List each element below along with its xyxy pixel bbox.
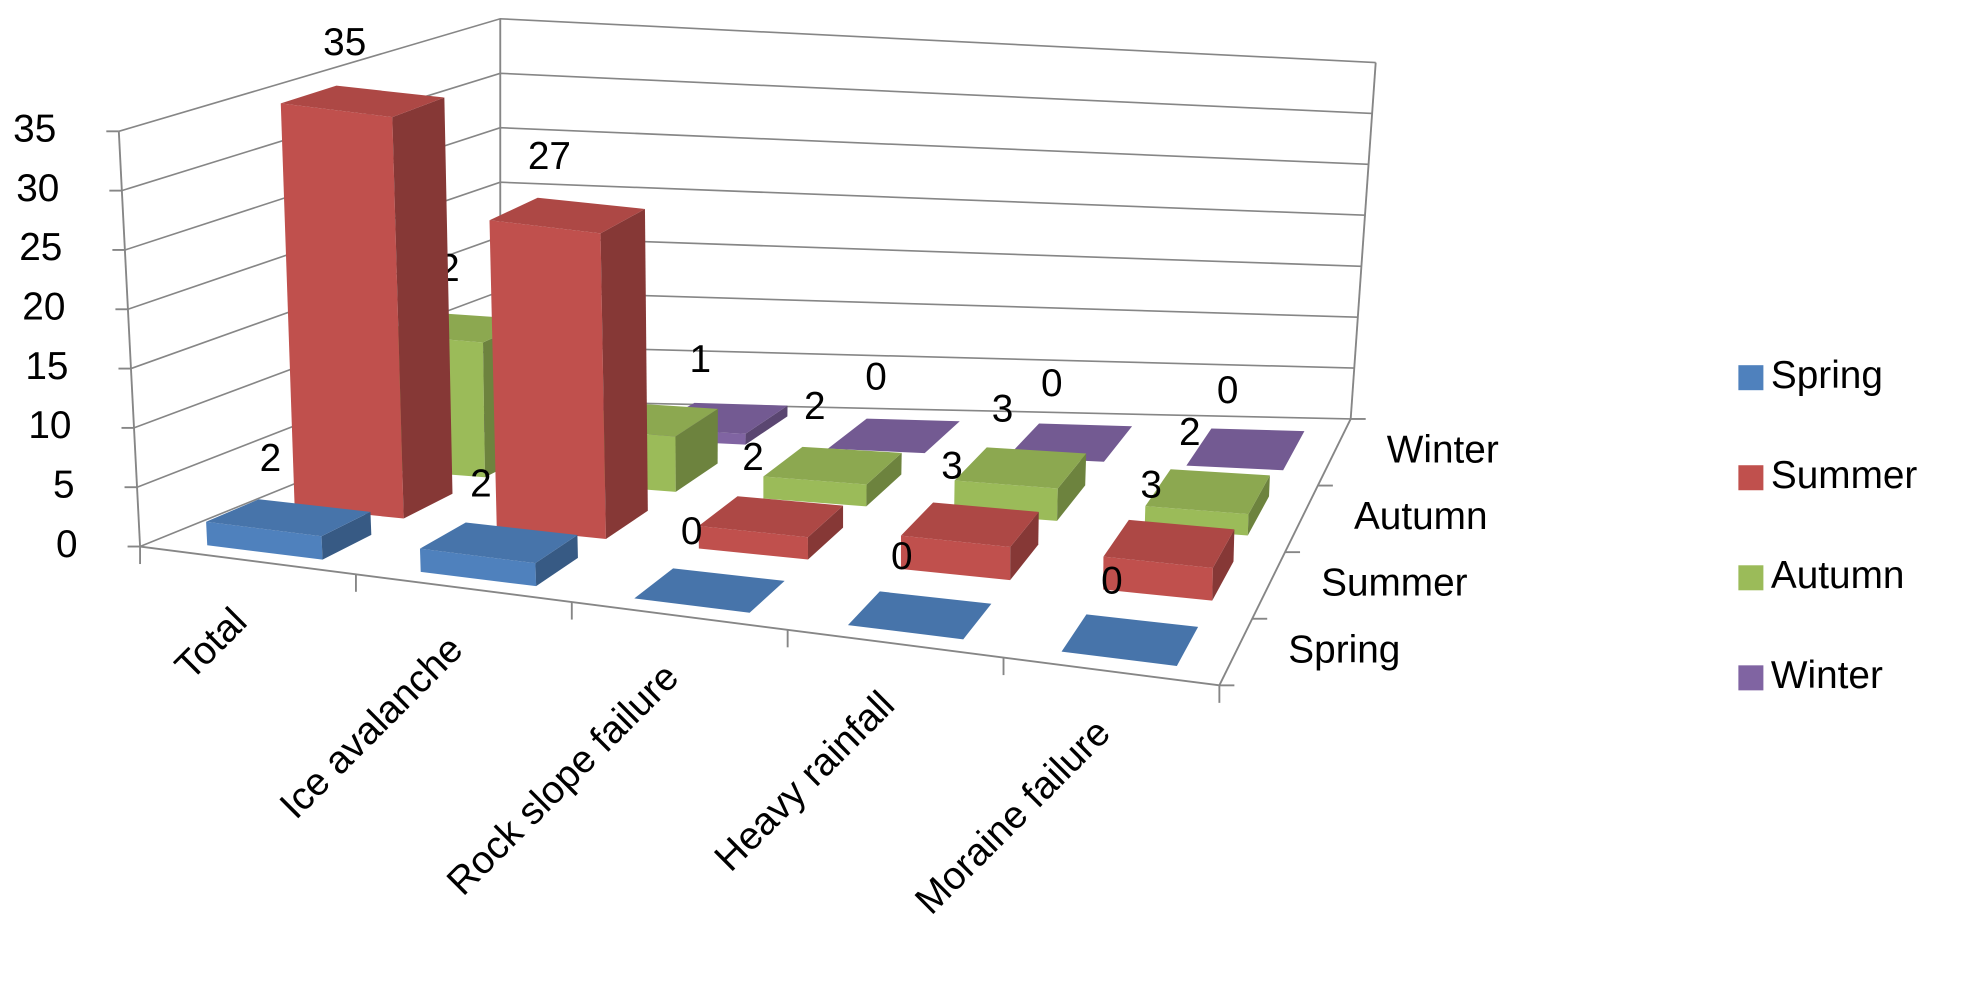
- bar-side: [866, 452, 902, 507]
- value-label: 0: [865, 355, 887, 398]
- bar-front: [763, 476, 867, 507]
- bar-side: [1247, 475, 1270, 536]
- bar: [900, 502, 1039, 581]
- legend-swatch: [1738, 665, 1764, 691]
- bar-top: [206, 499, 371, 537]
- value-label: 2: [742, 436, 764, 479]
- bar-top: [1103, 519, 1235, 569]
- value-label: 0: [1101, 560, 1123, 603]
- bar: [763, 446, 902, 507]
- x-tick-label: Rock slope failure: [439, 655, 687, 903]
- value-label: 27: [528, 135, 571, 178]
- y-tick-label: 10: [28, 404, 71, 447]
- legend-swatch: [1738, 565, 1764, 591]
- y-tick-label: 20: [22, 285, 65, 328]
- grid-line: [121, 72, 1373, 192]
- bar: [847, 591, 992, 640]
- legend-swatch: [1738, 365, 1764, 391]
- bar-top: [280, 85, 445, 118]
- value-label: 2: [470, 462, 492, 505]
- value-label: 35: [323, 21, 366, 64]
- bar-front: [489, 220, 606, 540]
- bar-top: [419, 522, 578, 564]
- bar-top: [954, 447, 1087, 489]
- value-label: 2: [260, 437, 282, 480]
- bar-side: [675, 408, 718, 492]
- bar-top: [1186, 428, 1305, 471]
- z-tick-label: Summer: [1321, 562, 1468, 605]
- z-tick-label: Spring: [1288, 628, 1400, 671]
- bar: [1103, 519, 1235, 601]
- bar-front: [1103, 556, 1213, 601]
- value-label: 0: [891, 535, 913, 578]
- grid-line: [124, 126, 1369, 251]
- bar-top: [827, 418, 960, 454]
- y-tick-label: 30: [16, 167, 59, 210]
- value-label: 3: [1140, 463, 1162, 506]
- bar: [419, 522, 578, 587]
- y-tick-label: 25: [19, 226, 62, 269]
- bar-side: [924, 421, 960, 454]
- bar-top: [698, 496, 844, 538]
- y-tick-label: 15: [25, 345, 68, 388]
- legend-label: Summer: [1771, 454, 1918, 497]
- value-label: 3: [941, 444, 963, 487]
- bar-top: [763, 446, 902, 485]
- legend-label: Winter: [1771, 654, 1883, 697]
- bar-top: [1145, 469, 1270, 515]
- legend-label: Autumn: [1771, 554, 1905, 597]
- bar-front: [698, 526, 809, 560]
- bar-front: [206, 521, 323, 560]
- bar-side: [745, 405, 788, 445]
- value-label: 2: [1179, 411, 1201, 454]
- x-tick-label: Total: [167, 600, 255, 688]
- grid-line: [118, 17, 1376, 133]
- x-tick-label: Moraine failure: [907, 711, 1119, 923]
- y-tick-label: 5: [53, 463, 75, 506]
- bar-side: [1010, 511, 1039, 581]
- value-label: 0: [1217, 369, 1239, 412]
- wall-edge: [117, 131, 142, 547]
- bar-top: [489, 197, 645, 234]
- value-label: 1: [690, 338, 712, 381]
- value-label: 3: [992, 387, 1014, 430]
- bar-front: [280, 103, 404, 519]
- bar-top: [1061, 614, 1199, 666]
- bar-front: [900, 535, 1011, 581]
- bar: [1061, 614, 1199, 666]
- bar-side: [1057, 453, 1087, 521]
- value-label: 0: [1041, 362, 1063, 405]
- bar-side: [807, 505, 844, 560]
- z-tick-label: Autumn: [1354, 495, 1488, 538]
- bar: [206, 499, 372, 560]
- bar-side: [535, 535, 578, 587]
- bar: [698, 496, 844, 560]
- bar-side: [392, 97, 453, 519]
- bar-top: [900, 502, 1039, 548]
- bar-front: [419, 548, 537, 587]
- bar-top: [847, 591, 992, 640]
- bar: [280, 85, 453, 519]
- y-tick-label: 35: [13, 108, 56, 151]
- value-label: 0: [681, 510, 703, 553]
- value-label: 2: [804, 385, 826, 428]
- bar-side: [600, 208, 648, 540]
- x-tick-label: Ice avalanche: [272, 628, 471, 827]
- legend-swatch: [1738, 465, 1764, 491]
- bar-side: [1212, 529, 1235, 601]
- x-tick-label: Heavy rainfall: [707, 683, 903, 879]
- legend-label: Spring: [1771, 354, 1883, 397]
- floor-edge: [139, 545, 1220, 687]
- wall-edge: [1349, 62, 1377, 420]
- bar: [1186, 428, 1305, 471]
- z-tick-label: Winter: [1387, 428, 1499, 471]
- bar: [489, 197, 648, 540]
- grid-line: [127, 181, 1365, 311]
- bar-side: [321, 511, 372, 560]
- bar-top: [634, 568, 785, 613]
- bar: [827, 418, 960, 454]
- bar: [634, 568, 785, 613]
- y-tick-label: 0: [56, 523, 78, 566]
